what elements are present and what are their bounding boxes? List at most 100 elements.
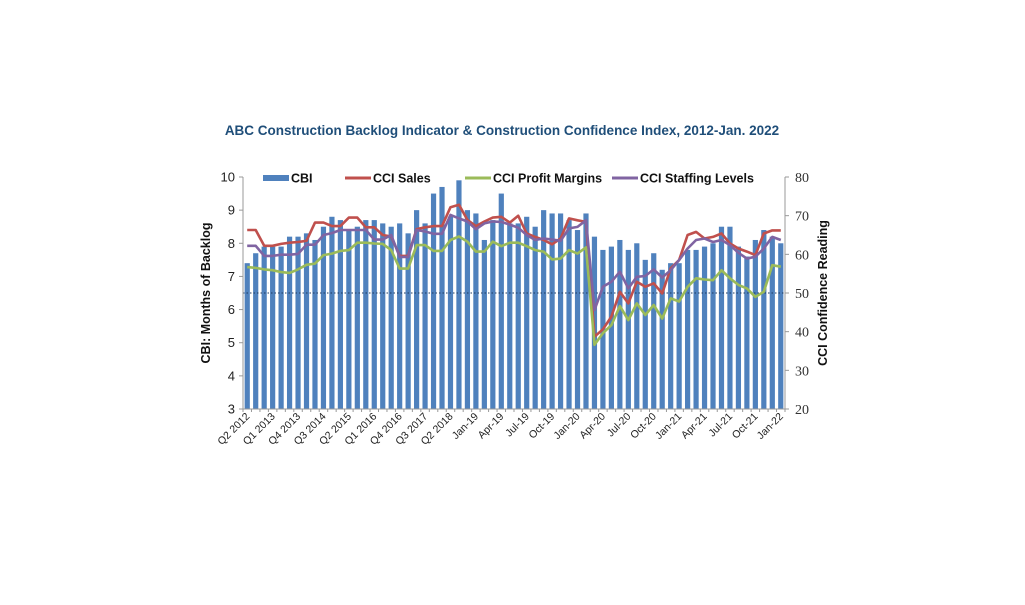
cbi-bar (744, 256, 750, 409)
cbi-bar (532, 226, 538, 409)
left-tick-label: 4 (228, 368, 235, 383)
cbi-bar (659, 269, 665, 409)
x-tick-label: Oct-19 (526, 411, 557, 442)
cbi-bar (270, 246, 276, 409)
cbi-bar (566, 220, 572, 409)
cbi-bar (651, 253, 657, 409)
cbi-bar (769, 236, 775, 409)
cbi-bar (752, 239, 758, 409)
right-axis-title: CCI Confidence Reading (816, 220, 830, 366)
cbi-bar (608, 246, 614, 409)
cbi-bar (320, 226, 327, 409)
cbi-bar (701, 246, 708, 409)
cbi-bar (574, 230, 581, 409)
cbi-bar (541, 210, 547, 409)
cbi-bar (363, 220, 369, 409)
cbi-bar (439, 186, 445, 409)
cbi-bar (464, 210, 471, 409)
cbi-bar (278, 246, 284, 409)
right-tick-label: 50 (795, 287, 809, 302)
left-tick-label: 7 (228, 269, 235, 284)
cbi-bar (388, 226, 394, 409)
x-tick-label: Apr-20 (577, 411, 608, 442)
cbi-bar (642, 259, 648, 409)
cbi-bar (498, 193, 504, 409)
legend-label: CCI Sales (373, 172, 431, 186)
cbi-bar (303, 233, 310, 409)
series-line-cci-staffing-levels (247, 213, 782, 312)
cbi-bar (524, 216, 530, 409)
cbi-bar (346, 230, 352, 409)
cbi-bar (261, 246, 267, 409)
cbi-bar (549, 213, 555, 409)
cbi-bar (490, 220, 496, 409)
right-tick-label: 20 (795, 403, 809, 418)
cbi-bar (676, 263, 682, 409)
cbi-bar (354, 226, 360, 409)
cbi-bar (583, 213, 589, 409)
cbi-bar (430, 193, 437, 409)
cbi-bar (253, 253, 259, 409)
cbi-bar (710, 243, 716, 409)
cbi-bar (414, 210, 420, 409)
cbi-bar (668, 263, 674, 409)
legend-label: CCI Staffing Levels (640, 172, 754, 186)
right-tick-label: 30 (795, 364, 809, 379)
cbi-bar (447, 216, 454, 409)
left-tick-label: 10 (221, 170, 235, 185)
right-tick-label: 60 (795, 248, 809, 263)
cbi-bar (371, 220, 377, 409)
legend-swatch-0 (263, 175, 289, 181)
right-tick-label: 40 (795, 326, 809, 341)
x-tick-label: Jan-20 (551, 411, 582, 442)
x-tick-label: Jan-22 (755, 411, 786, 442)
cbi-bar (244, 263, 250, 409)
right-tick-label: 80 (795, 171, 809, 186)
series-line-cci-sales (247, 203, 781, 339)
legend-label: CCI Profit Margins (493, 172, 602, 186)
cbi-bar (380, 223, 386, 409)
left-tick-label: 6 (228, 302, 235, 317)
x-tick-label: Jan-21 (653, 411, 684, 442)
cbi-bar (515, 223, 521, 409)
cbi-bar (329, 216, 335, 409)
cbi-bar (625, 249, 631, 409)
cbi-bar (727, 226, 733, 409)
cbi-bar (337, 220, 343, 409)
cbi-bar (685, 249, 691, 409)
cbi-bar (507, 223, 513, 409)
cbi-bar (761, 230, 767, 409)
x-tick-label: Oct-21 (730, 411, 761, 442)
cbi-bar (481, 239, 487, 409)
chart-title: ABC Construction Backlog Indicator & Con… (225, 123, 779, 138)
cbi-bar (422, 223, 428, 409)
cbi-bar (735, 246, 742, 409)
cbi-bar (456, 180, 462, 409)
cbi-bar (778, 243, 784, 409)
left-axis-title: CBI: Months of Backlog (199, 223, 213, 364)
left-tick-label: 3 (228, 402, 235, 417)
series-line-cci-profit-margins (247, 235, 782, 347)
cbi-bar (405, 233, 411, 409)
cbi-bar (473, 213, 479, 409)
cbi-bar (617, 239, 623, 409)
x-tick-label: Oct-20 (628, 411, 659, 442)
cbi-bar (286, 236, 293, 409)
left-tick-label: 5 (228, 335, 235, 350)
legend-label: CBI (291, 172, 313, 186)
plot-area (243, 180, 785, 409)
legend: CBI CCI Sales CCI Profit Margins CCI Staffi… (263, 172, 754, 186)
x-tick-label: Jan-19 (450, 411, 481, 442)
cbi-bar (557, 213, 564, 409)
cbi-bar (312, 239, 318, 409)
cbi-bar (397, 223, 403, 409)
cbi-bar (634, 243, 640, 409)
x-tick-label: Apr-21 (679, 411, 710, 442)
left-tick-label: 8 (228, 236, 235, 251)
x-tick-label: Apr-19 (476, 411, 507, 442)
cbi-bar (295, 236, 301, 409)
right-tick-label: 70 (795, 210, 809, 225)
cbi-bar (718, 226, 725, 409)
cbi-bar (693, 249, 699, 409)
